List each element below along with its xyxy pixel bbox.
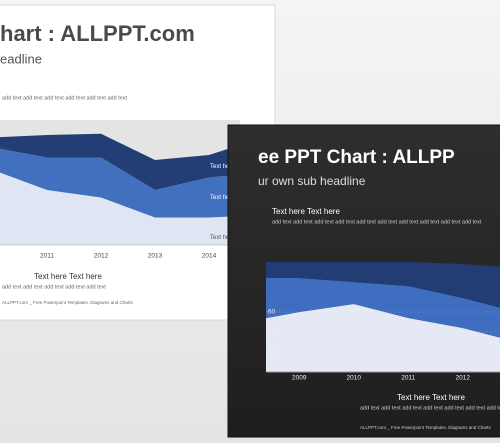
x-tick-label: 2012: [94, 253, 109, 260]
series-label: Text here: [210, 195, 235, 201]
caption: Text here Text here: [34, 272, 102, 281]
area-series: [266, 278, 500, 338]
subtitle: eadline: [0, 51, 42, 66]
area-series: [0, 148, 240, 218]
y-tick-label: 40: [268, 329, 276, 336]
y-tick-label: 60: [268, 309, 276, 316]
area-series: [266, 304, 500, 372]
caption-text: add text add text add text add text add …: [2, 284, 106, 290]
subtitle: ur own sub headline: [258, 174, 366, 188]
x-tick-label: 2009: [292, 375, 307, 382]
plot: [266, 262, 500, 372]
x-tick-label: 2011: [401, 375, 415, 382]
area-series: [0, 172, 240, 245]
title: ee PPT Chart : ALLPP: [258, 147, 455, 168]
x-tick-label: 2010: [347, 375, 362, 382]
area-series: [266, 262, 500, 308]
title: hart : ALLPPT.com: [0, 21, 195, 46]
series-label: Text here: [210, 235, 235, 241]
heading: Text here Text here: [272, 207, 340, 216]
front-slide: ee PPT Chart : ALLPP ur own sub headline T…: [227, 124, 500, 438]
caption: Text here Text here: [397, 393, 465, 402]
footer: ALLPPT.com _ Free Powerpoint Templates, …: [360, 425, 491, 430]
area-series: [0, 133, 240, 190]
description: add text add text add text add text add …: [272, 219, 482, 225]
plot: [0, 133, 240, 245]
x-tick-label: 2012: [456, 375, 471, 382]
caption-text: add text add text add text add text add …: [360, 405, 500, 411]
footer: ALLPPT.com _ Free Powerpoint Templates, …: [2, 300, 133, 305]
series-label: Text here: [210, 164, 235, 170]
x-tick-label: 2014: [202, 253, 217, 260]
x-tick-label: 2011: [40, 253, 54, 260]
x-tick-label: 2013: [148, 253, 163, 260]
description: add text add text add text add text add …: [2, 95, 128, 101]
y-tick-label: 20: [268, 349, 276, 356]
